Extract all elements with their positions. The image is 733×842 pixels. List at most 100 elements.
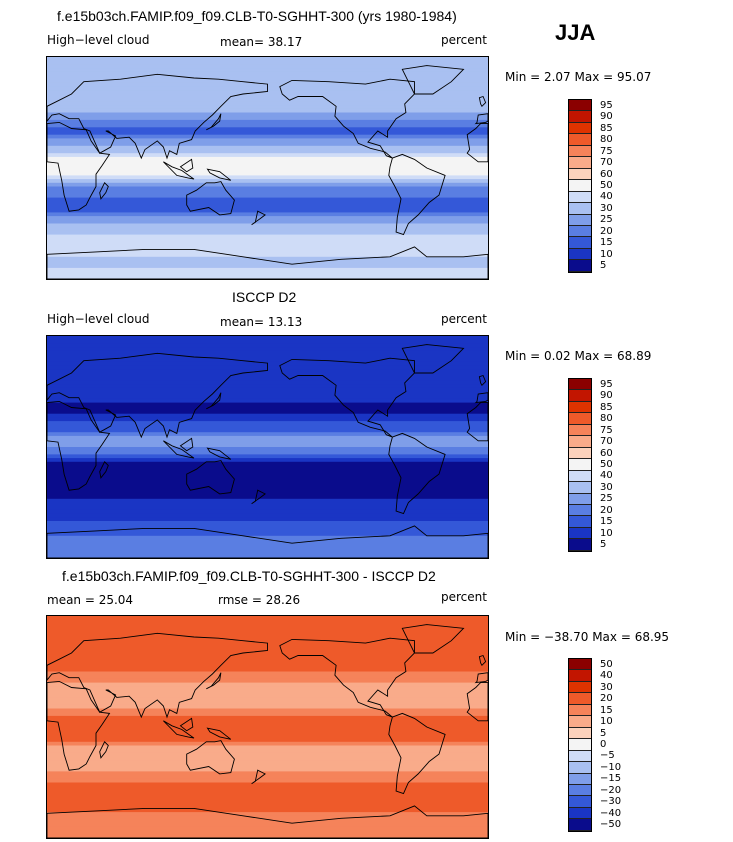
zonal-band bbox=[47, 693, 488, 698]
continent-outline bbox=[206, 168, 232, 181]
zonal-band bbox=[47, 369, 488, 374]
zonal-band bbox=[47, 484, 488, 489]
colorbar-tick-label: −10 bbox=[600, 761, 622, 773]
colorbar-tick-label: −30 bbox=[600, 796, 622, 808]
zonal-band bbox=[47, 797, 488, 802]
zonal-band bbox=[47, 554, 488, 558]
colorbar-swatches bbox=[568, 99, 592, 273]
colorbar-swatch bbox=[569, 401, 591, 414]
colorbar-tick-label: 10 bbox=[600, 716, 613, 728]
colorbar-swatch bbox=[569, 459, 591, 471]
zonal-band bbox=[47, 616, 488, 621]
panel1-title: f.e15b03ch.FAMIP.f09_f09.CLB-T0-SGHHT-30… bbox=[57, 8, 457, 24]
zonal-band bbox=[47, 234, 488, 239]
panel2-mean-label: mean= 13.13 bbox=[220, 315, 303, 329]
zonal-band bbox=[47, 153, 488, 158]
zonal-band bbox=[47, 461, 488, 467]
zonal-band bbox=[47, 164, 488, 169]
zonal-band bbox=[47, 417, 488, 422]
colorbar-tick-label: 30 bbox=[600, 681, 613, 693]
zonal-band bbox=[47, 682, 488, 687]
colorbar-swatch bbox=[569, 516, 591, 528]
continent-outline bbox=[47, 352, 268, 439]
continent-outline bbox=[47, 121, 111, 212]
zonal-band bbox=[47, 208, 488, 213]
zonal-band bbox=[47, 123, 488, 128]
zonal-band bbox=[47, 94, 488, 99]
zonal-band bbox=[47, 428, 488, 433]
zonal-band bbox=[47, 690, 488, 695]
zonal-band bbox=[47, 756, 488, 761]
zonal-band bbox=[47, 804, 488, 809]
colorbar-tick-label: 5 bbox=[600, 260, 607, 272]
continent-outline bbox=[478, 374, 487, 387]
zonal-band bbox=[47, 528, 488, 533]
zonal-band bbox=[47, 193, 488, 199]
zonal-band bbox=[47, 465, 488, 470]
zonal-band bbox=[47, 745, 488, 750]
zonal-band bbox=[47, 458, 488, 463]
continent-outline bbox=[47, 400, 111, 491]
panel1-units-label: percent bbox=[441, 33, 487, 47]
zonal-band bbox=[47, 826, 488, 832]
zonal-band bbox=[47, 801, 488, 806]
zonal-band bbox=[47, 543, 488, 548]
zonal-band bbox=[47, 513, 488, 518]
zonal-band bbox=[47, 186, 488, 191]
zonal-band bbox=[47, 90, 488, 95]
zonal-band bbox=[47, 708, 488, 713]
zonal-band bbox=[47, 336, 488, 341]
zonal-band bbox=[47, 105, 488, 110]
continent-outline bbox=[47, 246, 488, 279]
colorbar-swatch bbox=[569, 727, 591, 740]
zonal-band bbox=[47, 782, 488, 787]
panel2-units-label: percent bbox=[441, 312, 487, 326]
zonal-band bbox=[47, 395, 488, 400]
zonal-band bbox=[47, 627, 488, 632]
zonal-band bbox=[47, 101, 488, 106]
colorbar-tick-label: 95 bbox=[600, 99, 613, 111]
zonal-band bbox=[47, 424, 488, 430]
continent-outline bbox=[206, 672, 222, 690]
colorbar-swatch bbox=[569, 447, 591, 460]
zonal-band bbox=[47, 678, 488, 684]
zonal-band bbox=[47, 347, 488, 352]
zonal-band bbox=[47, 376, 488, 381]
zonal-band bbox=[47, 532, 488, 537]
colorbar-swatch bbox=[569, 180, 591, 192]
zonal-band bbox=[47, 119, 488, 125]
zonal-band bbox=[47, 734, 488, 739]
zonal-band bbox=[47, 413, 488, 418]
colorbar-tick-label: 30 bbox=[600, 202, 613, 214]
zonal-band bbox=[47, 697, 488, 702]
colorbar-tick-label: 60 bbox=[600, 447, 613, 459]
zonal-band bbox=[47, 535, 488, 541]
zonal-band bbox=[47, 450, 488, 455]
continent-outline bbox=[186, 460, 235, 495]
zonal-band bbox=[47, 256, 488, 262]
continent-outline bbox=[388, 712, 446, 795]
zonal-band bbox=[47, 701, 488, 706]
zonal-band bbox=[47, 116, 488, 121]
colorbar-swatches bbox=[568, 378, 592, 552]
zonal-band bbox=[47, 171, 488, 176]
colorbar-swatch bbox=[569, 693, 591, 705]
panel2-title: ISCCP D2 bbox=[232, 289, 297, 305]
zonal-band bbox=[47, 145, 488, 151]
continent-outline bbox=[279, 357, 415, 438]
continent-outline bbox=[401, 344, 465, 374]
panel1-minmax: Min = 2.07 Max = 95.07 bbox=[505, 70, 652, 84]
zonal-band bbox=[47, 749, 488, 754]
zonal-band bbox=[47, 487, 488, 492]
continent-outline bbox=[251, 210, 266, 226]
colorbar-swatch bbox=[569, 191, 591, 204]
colorbar-swatch bbox=[569, 168, 591, 181]
panel3-rmse-label: rmse = 28.26 bbox=[218, 593, 301, 607]
colorbar-tick-label: 5 bbox=[600, 727, 607, 739]
zonal-band bbox=[47, 623, 488, 628]
zonal-band bbox=[47, 656, 488, 661]
zonal-band bbox=[47, 160, 488, 165]
continent-outline bbox=[186, 181, 235, 216]
colorbar-tick-label: 10 bbox=[600, 527, 613, 539]
colorbar-tick-label: 85 bbox=[600, 122, 613, 134]
